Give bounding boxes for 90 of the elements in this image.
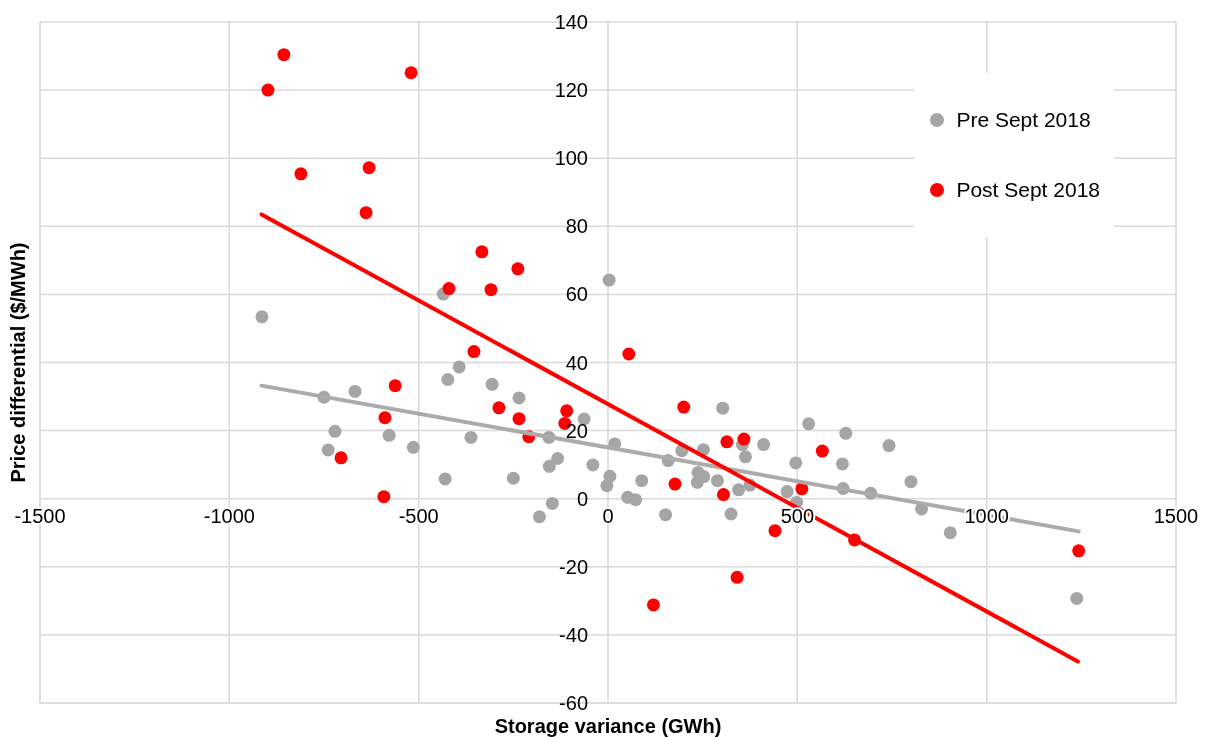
point [622,347,636,361]
point [780,485,794,499]
point [629,493,643,507]
point [551,452,565,466]
point [835,457,849,471]
point [789,456,803,470]
point [532,510,546,524]
point [815,444,829,458]
point [467,345,481,359]
point [635,474,649,488]
y-tick-label: -20 [559,555,588,578]
x-tick-label: -500 [398,504,439,527]
point [328,424,342,438]
point [646,598,660,612]
point [359,206,373,220]
y-tick-label: 20 [565,419,588,442]
point [492,401,506,415]
point [720,435,734,449]
point [690,475,704,489]
point [668,477,682,491]
y-tick-label: 60 [565,283,588,306]
point [802,417,816,431]
point [724,507,738,521]
point [882,439,896,453]
point [757,438,771,452]
x-axis-title: Storage variance (GWh) [494,715,722,737]
x-tick-label: -1500 [14,504,66,527]
point [839,426,853,440]
point [586,458,600,472]
point [382,428,396,442]
y-tick-label: 100 [554,147,588,170]
point [464,430,478,444]
point [600,479,614,493]
point [602,273,616,287]
x-tick-label: 0 [602,504,614,527]
point [334,451,348,465]
point [321,443,335,457]
point [904,475,918,489]
point [388,379,402,393]
y-tick-label: -60 [559,692,588,714]
point [943,526,957,540]
point [512,391,526,405]
point [737,432,751,446]
point [738,450,752,464]
point [485,377,499,391]
point [475,245,489,259]
legend-label: Pre Sept 2018 [956,108,1091,132]
point [560,404,574,418]
y-axis-title: Price differential ($/MWh) [7,242,30,483]
point [710,474,724,488]
point [438,472,452,486]
point [716,488,730,502]
point [406,440,420,454]
point [377,490,391,504]
point [1072,544,1086,558]
point [716,401,730,415]
point [441,373,455,387]
point [484,283,498,297]
point [511,262,525,276]
legend-label: Post Sept 2018 [956,178,1100,202]
point [362,161,376,175]
point [378,411,392,425]
point [768,524,782,538]
x-tick-label: 500 [780,504,815,527]
point [255,310,269,324]
point [348,384,362,398]
x-tick-label: 1000 [964,504,1009,527]
x-tick-label: 1500 [1153,504,1199,527]
y-tick-label: 120 [554,79,588,102]
y-tick-label: 140 [554,11,588,33]
point [404,66,418,80]
y-tick-label: 80 [565,215,588,238]
point [452,360,466,374]
point [442,282,456,296]
point [732,483,746,497]
point [730,570,744,584]
y-tick-label: 0 [576,487,588,510]
point [659,508,673,522]
point [677,400,691,414]
point [277,48,291,62]
point [512,412,526,426]
y-tick-label: 40 [565,351,588,374]
x-tick-label: -1000 [203,504,255,527]
point [261,83,275,97]
point [542,459,556,473]
point [1070,591,1084,605]
y-tick-label: -40 [559,623,588,646]
point [545,496,559,510]
point [506,471,520,485]
point [294,167,308,181]
